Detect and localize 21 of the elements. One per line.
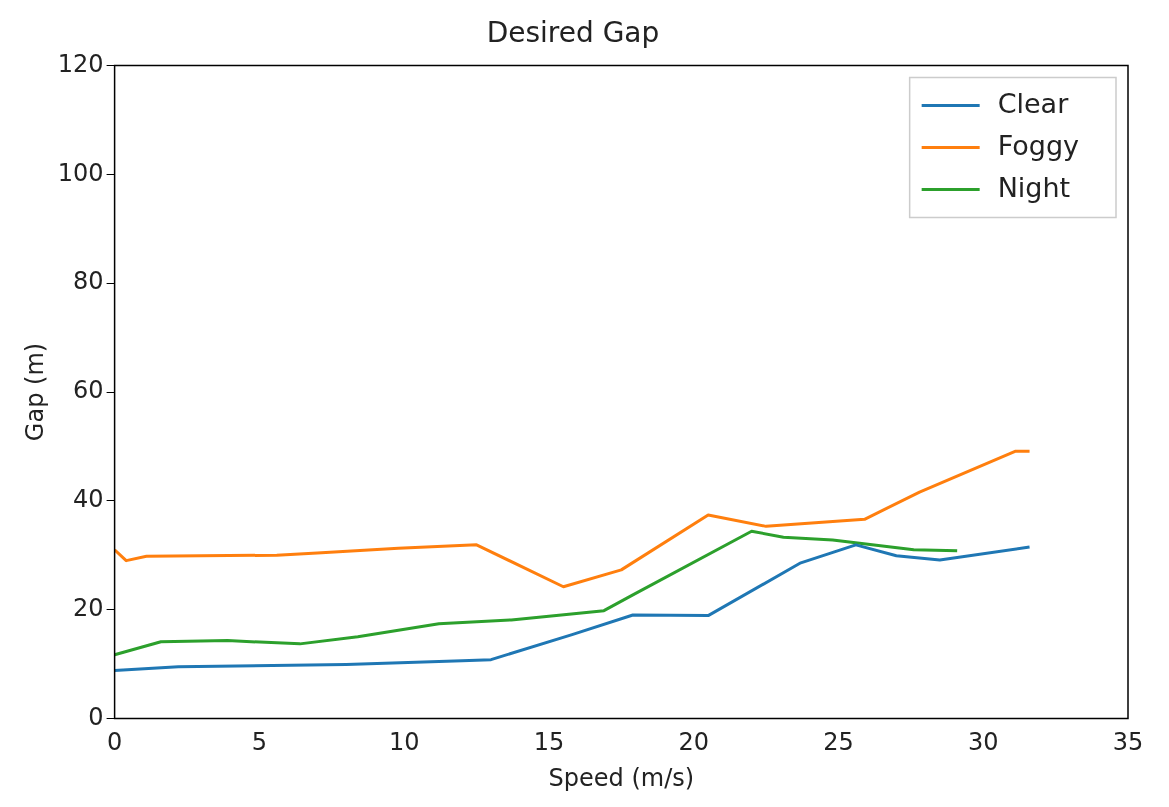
y-tick-label: 120 <box>57 49 104 78</box>
x-tick-label: 25 <box>823 728 854 757</box>
x-tick-label: 5 <box>251 728 268 757</box>
x-tick-label: 10 <box>388 728 420 757</box>
chart-title: Desired Gap <box>486 16 660 50</box>
x-tick-label: 35 <box>1112 728 1144 757</box>
x-tick-label: 20 <box>678 728 709 757</box>
y-tick-label: 100 <box>57 158 104 187</box>
legend-label: Foggy <box>997 129 1080 161</box>
x-tick-label: 30 <box>967 728 999 757</box>
y-tick-label: 40 <box>73 485 104 514</box>
x-axis-title: Speed (m/s) <box>548 763 695 792</box>
y-tick-label: 0 <box>88 702 104 731</box>
x-tick-label: 0 <box>106 728 123 757</box>
legend-label: Clear <box>997 87 1070 119</box>
y-axis-title: Gap (m) <box>20 342 49 442</box>
x-tick-label: 15 <box>533 728 565 757</box>
y-tick-label: 80 <box>73 267 104 296</box>
y-tick-label: 20 <box>73 593 104 622</box>
y-tick-label: 60 <box>73 376 104 405</box>
legend-label: Night <box>997 171 1071 203</box>
